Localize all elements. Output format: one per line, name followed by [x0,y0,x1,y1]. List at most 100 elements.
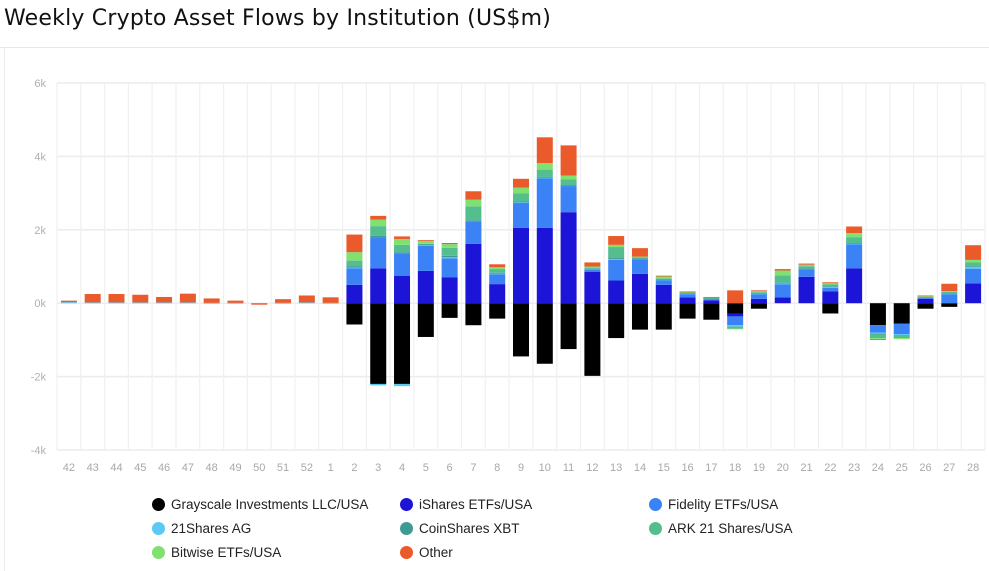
bar-segment [631,303,648,330]
legend-item[interactable]: Bitwise ETFs/USA [152,545,281,560]
x-tick-label: 43 [87,462,99,474]
bar-segment [394,236,411,239]
bar-segment [727,325,744,327]
bar-segment [156,296,173,303]
bar-segment [703,300,720,304]
bar-segment [346,303,363,325]
bar-segment [560,185,577,186]
bar-segment [584,266,601,268]
bar-segment [941,283,958,292]
x-tick-label: 3 [375,462,381,474]
legend-item[interactable]: 21Shares AG [152,521,251,536]
bar-segment [536,169,553,177]
bar-segment [441,258,458,278]
legend-swatch-icon [400,522,413,535]
bar-segment [394,238,411,245]
legend-item[interactable]: Fidelity ETFs/USA [649,497,778,512]
bar-segment [322,302,339,304]
legend-item[interactable]: ARK 21 Shares/USA [649,521,793,536]
bar-segment [465,199,482,207]
bar-segment [965,266,982,269]
bar-segment [869,333,886,335]
bar-segment [465,191,482,200]
bar-segment [608,259,625,281]
bar-segment [750,290,767,292]
bar-segment [965,268,982,284]
header-divider [0,47,989,48]
x-tick-label: 48 [206,462,218,474]
x-tick-label: 23 [848,462,860,474]
x-tick-label: 25 [896,462,908,474]
legend-item[interactable]: iShares ETFs/USA [400,497,532,512]
bar-segment [774,282,791,284]
legend-item[interactable]: Other [400,545,453,560]
bar-segment [370,383,387,386]
bar-segment [560,212,577,304]
x-tick-label: 14 [634,462,646,474]
bar-segment [941,294,958,304]
bar-segment [655,276,672,279]
bar-segment [441,244,458,248]
legend-swatch-icon [152,546,165,559]
bar-segment [441,303,458,318]
bar-segment [750,291,767,293]
bar-segment [298,302,315,304]
bar-segment [846,237,863,244]
y-tick-label: -4k [31,445,47,457]
bar-segment [869,334,886,339]
legend-item[interactable]: Grayscale Investments LLC/USA [152,497,368,512]
bar-segment [370,219,387,227]
x-tick-label: 42 [63,462,75,474]
bar-segment [727,328,744,330]
legend-swatch-icon [649,522,662,535]
bar-segment [370,237,387,269]
x-tick-label: 22 [824,462,836,474]
bar-segment [941,291,958,292]
bar-segment [774,283,791,285]
x-tick-label: 46 [158,462,170,474]
legend-item[interactable]: CoinShares XBT [400,521,520,536]
x-tick-label: 24 [872,462,884,474]
bar-segment [679,293,696,295]
x-tick-label: 20 [777,462,789,474]
bar-segment [560,179,577,186]
x-tick-label: 17 [705,462,717,474]
bar-segment [489,269,506,273]
y-tick-label: 4k [34,151,46,163]
y-tick-label: -2k [31,372,47,384]
bar-segment [727,290,744,304]
bar-segment [679,303,696,319]
bar-segment [465,243,482,304]
x-tick-label: 10 [539,462,551,474]
bar-segment [774,269,791,271]
y-tick-label: 0k [34,298,46,310]
bar-segment [132,302,149,304]
bar-segment [346,252,363,261]
bar-segment [394,383,411,387]
bar-segment [655,279,672,281]
bar-segment [727,303,744,314]
x-tick-label: 8 [494,462,500,474]
frame-border [4,48,5,571]
bar-segment [370,268,387,304]
bar-segment [441,257,458,259]
bar-segment [893,303,910,324]
bar-segment [869,303,886,326]
bar-segment [846,243,863,244]
bar-segment [846,268,863,304]
bar-segment [584,262,601,267]
bar-segment [941,291,958,294]
bar-segment [84,302,101,304]
x-tick-label: 51 [277,462,289,474]
bar-segment [941,303,958,307]
bar-segment [917,297,934,299]
bar-segment [584,267,601,269]
bar-segment [774,275,791,283]
bar-segment [108,294,125,303]
legend-label: Fidelity ETFs/USA [668,497,779,512]
bar-segment [822,291,839,304]
bar-segment [251,303,268,305]
bar-segment [441,247,458,256]
bar-segment [846,244,863,269]
